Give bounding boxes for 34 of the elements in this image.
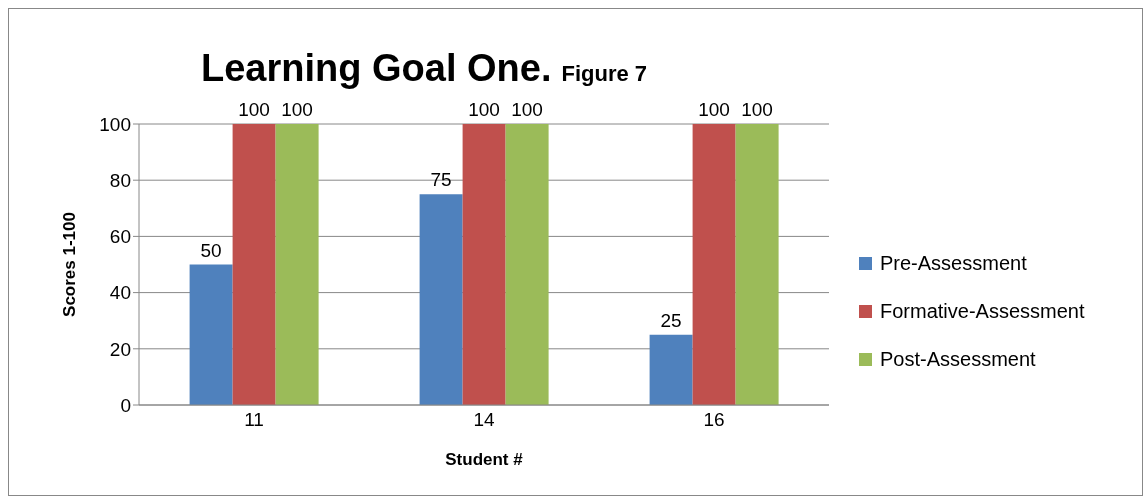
y-tick-label: 0 <box>120 394 131 416</box>
bar <box>419 194 463 405</box>
data-label: 50 <box>200 239 222 261</box>
y-axis-title: Scores 1-100 <box>60 212 80 317</box>
bar <box>275 124 319 405</box>
y-tick-label: 100 <box>99 113 131 135</box>
data-label: 100 <box>698 99 730 120</box>
chart-title: Learning Goal One. <box>200 47 552 89</box>
x-tick-label: 14 <box>473 409 495 431</box>
y-tick-label: 60 <box>109 226 131 248</box>
legend-label: Post-Assessment <box>880 347 1036 371</box>
bar <box>462 124 506 405</box>
data-label: 100 <box>468 99 500 120</box>
bar <box>649 334 693 405</box>
data-label: 100 <box>281 99 313 120</box>
data-label: 100 <box>238 99 270 120</box>
bar <box>505 124 549 405</box>
legend-label: Formative-Assessment <box>880 299 1085 323</box>
x-tick-label: 11 <box>244 409 264 431</box>
bar <box>735 124 779 405</box>
bar <box>232 124 276 405</box>
data-label: 25 <box>660 309 682 331</box>
data-label: 100 <box>511 99 543 120</box>
x-tick-label: 16 <box>703 409 725 431</box>
data-label: 100 <box>741 99 773 120</box>
y-tick-label: 80 <box>109 169 131 191</box>
legend-label: Pre-Assessment <box>880 251 1027 275</box>
data-label: 75 <box>430 169 452 191</box>
x-axis-title: Student # <box>445 450 524 469</box>
bar <box>692 124 736 405</box>
y-tick-label: 40 <box>109 282 131 304</box>
bar <box>189 264 233 405</box>
chart-subtitle: Figure 7 <box>561 61 648 86</box>
y-tick-label: 20 <box>109 338 131 360</box>
